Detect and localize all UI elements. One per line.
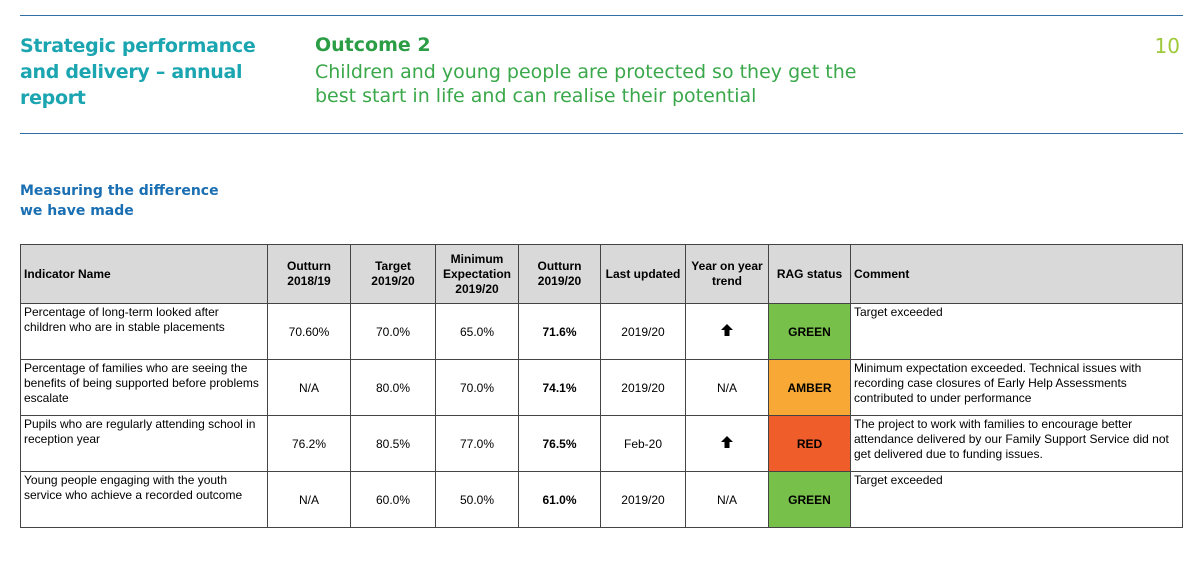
header-year-trend: Year on year trend <box>685 244 769 304</box>
page-number: 10 <box>1154 34 1180 58</box>
indicator-name-cell: Percentage of long-term looked after chi… <box>20 303 268 360</box>
arrow-up-icon <box>721 436 733 448</box>
comment-cell: Minimum expectation exceeded. Technical … <box>850 359 1183 416</box>
minimum-expectation-cell: 70.0% <box>435 359 519 416</box>
table-header-row: Indicator Name Outturn 2018/19 Target 20… <box>20 244 1183 304</box>
target-cell: 80.0% <box>350 359 436 416</box>
last-updated-cell: Feb-20 <box>600 415 686 472</box>
rag-status-cell: RED <box>768 415 851 472</box>
last-updated-cell: 2019/20 <box>600 471 686 528</box>
table-row: Percentage of long-term looked after chi… <box>20 303 1183 360</box>
outturn-2018-19-cell: 70.60% <box>267 303 351 360</box>
header-last-updated: Last updated <box>600 244 686 304</box>
trend-cell: N/A <box>685 471 769 528</box>
minimum-expectation-cell: 77.0% <box>435 415 519 472</box>
outturn-2018-19-cell: N/A <box>267 471 351 528</box>
header-indicator-name: Indicator Name <box>20 244 268 304</box>
header-comment: Comment <box>850 244 1183 304</box>
top-divider <box>20 15 1183 16</box>
header-rag-status: RAG status <box>768 244 851 304</box>
table-row: Pupils who are regularly attending schoo… <box>20 415 1183 472</box>
comment-cell: Target exceeded <box>850 303 1183 360</box>
trend-cell: N/A <box>685 359 769 416</box>
header-outturn-2018-19: Outturn 2018/19 <box>267 244 351 304</box>
outturn-2018-19-cell: 76.2% <box>267 415 351 472</box>
indicator-name-cell: Percentage of families who are seeing th… <box>20 359 268 416</box>
arrow-up-icon <box>721 324 733 336</box>
target-cell: 80.5% <box>350 415 436 472</box>
last-updated-cell: 2019/20 <box>600 359 686 416</box>
outturn-2019-20-cell: 76.5% <box>518 415 601 472</box>
trend-cell <box>685 415 769 472</box>
indicator-name-cell: Young people engaging with the youth ser… <box>20 471 268 528</box>
comment-cell: Target exceeded <box>850 471 1183 528</box>
report-title: Strategic performance and delivery – ann… <box>20 35 256 109</box>
minimum-expectation-cell: 50.0% <box>435 471 519 528</box>
header-target-2019-20: Target 2019/20 <box>350 244 436 304</box>
comment-cell: The project to work with families to enc… <box>850 415 1183 472</box>
trend-cell <box>685 303 769 360</box>
minimum-expectation-cell: 65.0% <box>435 303 519 360</box>
outturn-2019-20-cell: 74.1% <box>518 359 601 416</box>
rag-status-cell: GREEN <box>768 471 851 528</box>
rag-status-cell: GREEN <box>768 303 851 360</box>
outturn-2019-20-cell: 61.0% <box>518 471 601 528</box>
outcome-description: Children and young people are protected … <box>315 61 857 107</box>
header-outturn-2019-20: Outturn 2019/20 <box>518 244 601 304</box>
outturn-2019-20-cell: 71.6% <box>518 303 601 360</box>
outturn-2018-19-cell: N/A <box>267 359 351 416</box>
outcome-heading: Outcome 2 <box>315 34 431 56</box>
indicator-name-cell: Pupils who are regularly attending schoo… <box>20 415 268 472</box>
table-row: Percentage of families who are seeing th… <box>20 359 1183 416</box>
table-row: Young people engaging with the youth ser… <box>20 471 1183 528</box>
target-cell: 60.0% <box>350 471 436 528</box>
indicator-table: Indicator Name Outturn 2018/19 Target 20… <box>20 244 1183 528</box>
last-updated-cell: 2019/20 <box>600 303 686 360</box>
target-cell: 70.0% <box>350 303 436 360</box>
header-minimum-expectation: Minimum Expectation 2019/20 <box>435 244 519 304</box>
section-title: Measuring the difference we have made <box>20 183 219 219</box>
header-divider <box>20 133 1183 134</box>
rag-status-cell: AMBER <box>768 359 851 416</box>
